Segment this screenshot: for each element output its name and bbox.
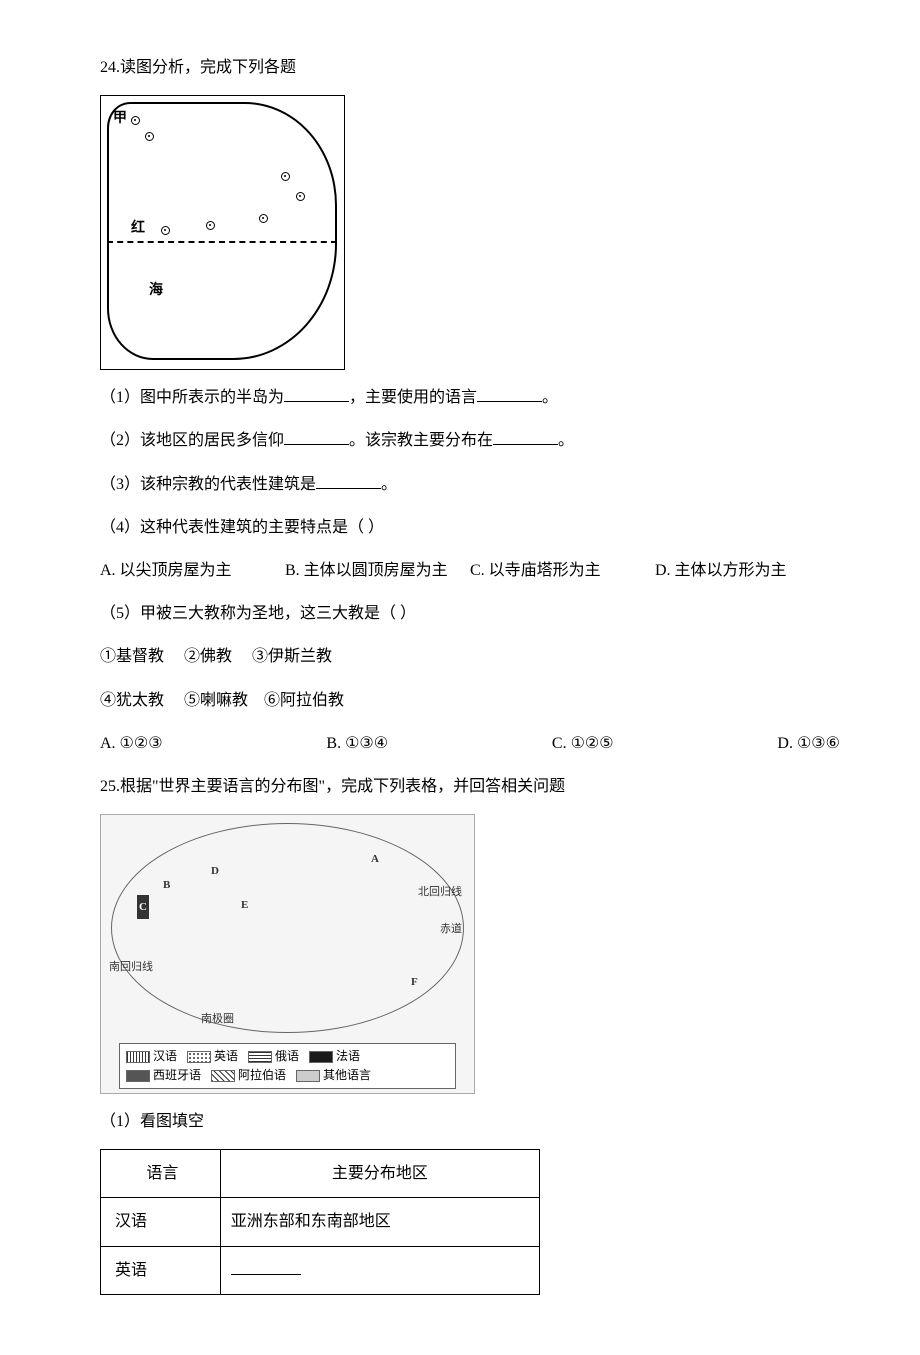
blank-input[interactable]: [231, 1259, 301, 1275]
q24-s5-line2: ④犹太教 ⑤喇嘛教 ⑥阿拉伯教: [100, 683, 840, 718]
map-letter-f: F: [411, 970, 418, 994]
option-c[interactable]: C. ①②⑤: [552, 726, 614, 761]
q24-sub3: （3）该种宗教的代表性建筑是 。: [100, 467, 840, 502]
legend-item: 其他语言: [296, 1066, 371, 1085]
legend-row-1: 汉语 英语 俄语 法语: [126, 1047, 449, 1066]
legend-label: 汉语: [153, 1049, 177, 1063]
map-label-hong: 红: [131, 214, 145, 245]
legend-label: 俄语: [275, 1049, 299, 1063]
option-c[interactable]: C. 以寺庙塔形为主: [470, 553, 655, 588]
blank-input[interactable]: [284, 383, 349, 402]
q24-s1-suffix: 。: [542, 389, 558, 406]
legend-item: 西班牙语: [126, 1066, 201, 1085]
map-legend: 汉语 英语 俄语 法语 西班牙语 阿拉伯语 其他语言: [119, 1043, 456, 1089]
table-header-row: 语言 主要分布地区: [101, 1150, 540, 1198]
blank-input[interactable]: [284, 426, 349, 445]
q24-s4-options: A. 以尖顶房屋为主 B. 主体以圆顶房屋为主 C. 以寺庙塔形为主 D. 主体…: [100, 553, 840, 588]
map-label-hai: 海: [149, 276, 163, 307]
q24-sub2: （2）该地区的居民多信仰 。该宗教主要分布在 。: [100, 423, 840, 458]
legend-item: 法语: [309, 1047, 360, 1066]
legend-label: 英语: [214, 1049, 238, 1063]
table-header-language: 语言: [101, 1150, 221, 1198]
equator-label: 赤道: [440, 917, 462, 941]
table-row: 汉语 亚洲东部和东南部地区: [101, 1198, 540, 1246]
legend-row-2: 西班牙语 阿拉伯语 其他语言: [126, 1066, 449, 1085]
table-cell-region: 亚洲东部和东南部地区: [220, 1198, 539, 1246]
q24-number: 24.: [100, 59, 120, 76]
q24-sub5: （5）甲被三大教称为圣地，这三大教是（ ）: [100, 596, 840, 631]
legend-label: 阿拉伯语: [238, 1068, 286, 1082]
legend-label: 法语: [336, 1049, 360, 1063]
legend-label: 西班牙语: [153, 1068, 201, 1082]
legend-swatch-icon: [248, 1051, 272, 1063]
q24-s3-prefix: （3）该种宗教的代表性建筑是: [100, 476, 316, 493]
q24-s5-text: （5）甲被三大教称为圣地，这三大教是（ ）: [100, 605, 416, 622]
arabian-peninsula-map: 甲 红 海: [100, 95, 345, 370]
q24-s1-mid: ，主要使用的语言: [349, 389, 477, 406]
option-a[interactable]: A. ①②③: [100, 726, 163, 761]
legend-swatch-icon: [211, 1070, 235, 1082]
option-d[interactable]: D. 主体以方形为主: [655, 553, 840, 588]
legend-swatch-icon: [187, 1051, 211, 1063]
legend-swatch-icon: [126, 1070, 150, 1082]
table-cell-language: 英语: [101, 1246, 221, 1294]
option-b[interactable]: B. ①③④: [326, 726, 388, 761]
q24-s1-prefix: （1）图中所表示的半岛为: [100, 389, 284, 406]
tropic-south-label: 南回归线: [109, 955, 153, 979]
tropic-north-label: 北回归线: [418, 880, 462, 904]
legend-swatch-icon: [296, 1070, 320, 1082]
map-letter-c: C: [137, 895, 149, 919]
option-b[interactable]: B. 主体以圆顶房屋为主: [285, 553, 470, 588]
option-a[interactable]: A. 以尖顶房屋为主: [100, 553, 285, 588]
q24-sub1: （1）图中所表示的半岛为 ，主要使用的语言 。: [100, 380, 840, 415]
blank-input[interactable]: [316, 469, 381, 488]
q25-header: 25.根据"世界主要语言的分布图"，完成下列表格，并回答相关问题: [100, 769, 840, 804]
q25-prompt: 根据"世界主要语言的分布图"，完成下列表格，并回答相关问题: [120, 778, 565, 795]
legend-swatch-icon: [126, 1051, 150, 1063]
antarctic-label: 南极圈: [201, 1007, 234, 1031]
legend-item: 汉语: [126, 1047, 177, 1066]
q25-sub1-heading: （1）看图填空: [100, 1104, 840, 1139]
q24-s2-mid: 。该宗教主要分布在: [349, 432, 493, 449]
legend-item: 阿拉伯语: [211, 1066, 286, 1085]
legend-swatch-icon: [309, 1051, 333, 1063]
table-cell-region-blank[interactable]: [220, 1246, 539, 1294]
legend-item: 英语: [187, 1047, 238, 1066]
q24-sub4: （4）这种代表性建筑的主要特点是（ ）: [100, 510, 840, 545]
q24-s3-suffix: 。: [381, 476, 397, 493]
q24-s4-text: （4）这种代表性建筑的主要特点是（ ）: [100, 519, 384, 536]
map-letter-d: D: [211, 859, 219, 883]
q24-header: 24.读图分析，完成下列各题: [100, 50, 840, 85]
q24-s5-line1: ①基督教 ②佛教 ③伊斯兰教: [100, 639, 840, 674]
q24-s5-options: A. ①②③ B. ①③④ C. ①②⑤ D. ①③⑥: [100, 726, 840, 761]
option-d[interactable]: D. ①③⑥: [777, 726, 840, 761]
blank-input[interactable]: [477, 383, 542, 402]
q24-prompt: 读图分析，完成下列各题: [120, 59, 296, 76]
world-language-map: A B C D E F 北回归线 赤道 南回归线 南极圈 汉语 英语 俄语 法语…: [100, 814, 475, 1094]
q24-s2-prefix: （2）该地区的居民多信仰: [100, 432, 284, 449]
table-cell-language: 汉语: [101, 1198, 221, 1246]
q25-number: 25.: [100, 778, 120, 795]
legend-item: 俄语: [248, 1047, 299, 1066]
map-letter-e: E: [241, 893, 248, 917]
table-row: 英语: [101, 1246, 540, 1294]
table-header-region: 主要分布地区: [220, 1150, 539, 1198]
language-table: 语言 主要分布地区 汉语 亚洲东部和东南部地区 英语: [100, 1149, 540, 1295]
legend-label: 其他语言: [323, 1068, 371, 1082]
map-oval-frame: [111, 823, 464, 1033]
q24-s2-suffix: 。: [558, 432, 574, 449]
question-24: 24.读图分析，完成下列各题 甲 红 海 （1）图中所表示的半岛为 ，主要使用的语…: [100, 50, 840, 761]
map-letter-a: A: [371, 847, 379, 871]
blank-input[interactable]: [493, 426, 558, 445]
question-25: 25.根据"世界主要语言的分布图"，完成下列表格，并回答相关问题 A B C D…: [100, 769, 840, 1295]
map-letter-b: B: [163, 873, 170, 897]
